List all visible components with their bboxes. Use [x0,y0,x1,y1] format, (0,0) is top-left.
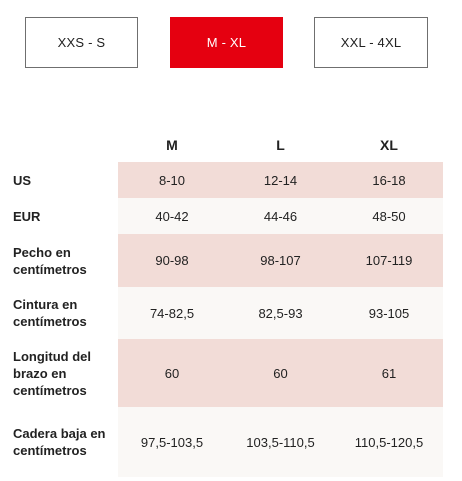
row-label: US [13,172,32,188]
table-cell: 12-14 [263,172,298,188]
column-header-xl: XL [380,137,398,153]
table-cell: 103,5-110,5 [246,434,315,450]
size-range-tabs: XXS - S M - XL XXL - 4XL [0,0,462,80]
table-cell: 16-18 [372,172,406,188]
table-cell: 90-98 [155,253,189,268]
table-cell: 74-82,5 [149,305,195,321]
table-cell: 60 [164,365,180,381]
table-cell: 60 [273,365,288,381]
row-label: EUR [13,208,41,224]
tab-xxs-s[interactable]: XXS - S [25,17,138,68]
table-row-low-hip: Cadera baja en centímetros 97,5-103,5 10… [0,407,443,477]
row-label: Cadera baja en centímetros [13,426,106,458]
table-cell: 61 [381,365,397,381]
table-cell: 110,5-120,5 [354,434,424,450]
table-row-arm-length: Longitud del brazo en centímetros 60 60 … [0,339,443,407]
table-row-waist: Cintura en centímetros 74-82,5 82,5-93 9… [0,287,443,339]
table-row-eur: EUR 40-42 44-46 48-50 [0,198,443,234]
row-label: Longitud del brazo en centímetros [13,348,91,398]
table-cell: 8-10 [158,172,186,188]
table-cell: 97,5-103,5 [140,434,204,450]
table-cell: 44-46 [263,208,298,224]
table-cell: 107-119 [365,253,413,268]
table-header-row: M L XL [0,128,443,162]
table-cell: 40-42 [155,208,189,224]
tab-m-xl[interactable]: M - XL [170,17,283,68]
table-row-chest: Pecho en centímetros 90-98 98-107 107-11… [0,234,443,287]
table-cell: 98-107 [260,253,301,268]
row-label: Pecho en centímetros [13,244,87,277]
tab-xxl-4xl[interactable]: XXL - 4XL [314,17,428,68]
header-empty-cell [0,128,118,162]
table-cell: 93-105 [368,305,410,321]
table-cell: 82,5-93 [258,305,303,321]
row-label: Cintura en centímetros [13,297,87,329]
table-cell: 48-50 [372,208,406,224]
size-table: M L XL US 8-10 12-14 16-18 EUR 40-42 44-… [0,128,443,477]
column-header-m: M [166,137,178,153]
column-header-l: L [276,137,285,153]
table-row-us: US 8-10 12-14 16-18 [0,162,443,198]
